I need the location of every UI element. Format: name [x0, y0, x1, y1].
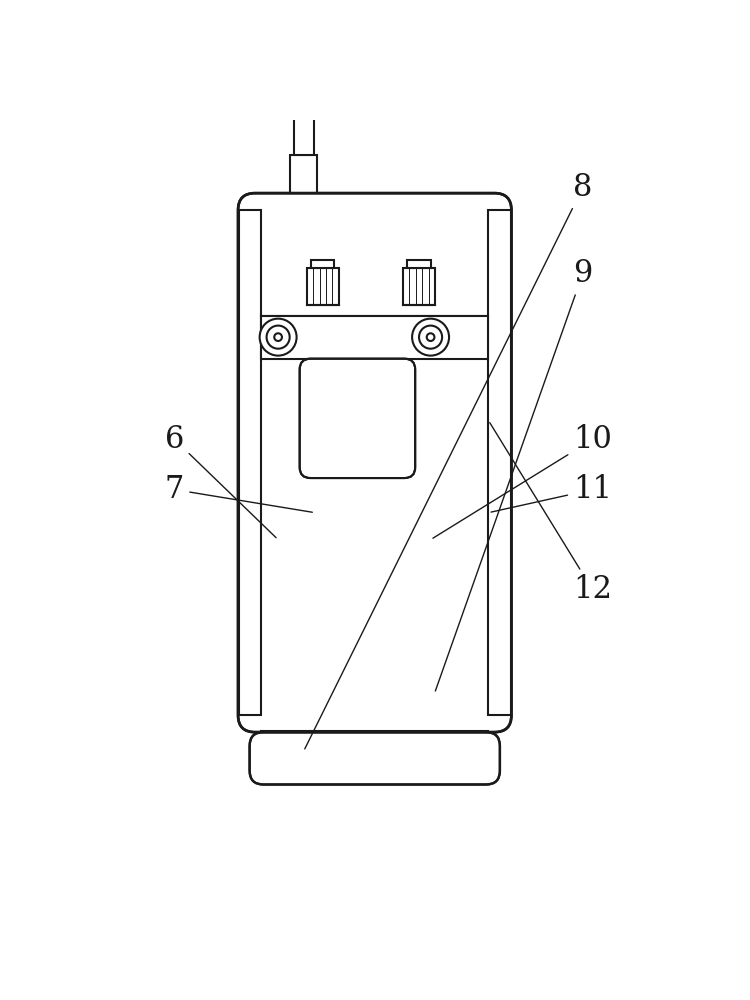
Bar	[407, 260, 430, 268]
Text: 9: 9	[435, 258, 592, 691]
Text: 12: 12	[490, 423, 612, 605]
Circle shape	[412, 319, 449, 356]
FancyBboxPatch shape	[296, 79, 311, 101]
Bar	[488, 210, 511, 715]
Text: 11: 11	[491, 474, 612, 512]
FancyBboxPatch shape	[300, 359, 416, 478]
Bar	[261, 316, 488, 359]
Text: 8: 8	[304, 172, 592, 749]
Bar	[238, 210, 261, 715]
Bar	[293, 101, 314, 155]
Circle shape	[260, 319, 296, 356]
Text: 6: 6	[165, 424, 276, 538]
Bar	[311, 260, 334, 268]
Bar	[488, 210, 511, 715]
Text: 10: 10	[433, 424, 612, 538]
Bar	[290, 155, 317, 193]
FancyBboxPatch shape	[250, 732, 500, 785]
Bar	[238, 210, 261, 715]
Text: 7: 7	[165, 474, 312, 512]
Bar	[307, 268, 339, 305]
FancyBboxPatch shape	[238, 193, 512, 732]
Bar	[403, 268, 435, 305]
